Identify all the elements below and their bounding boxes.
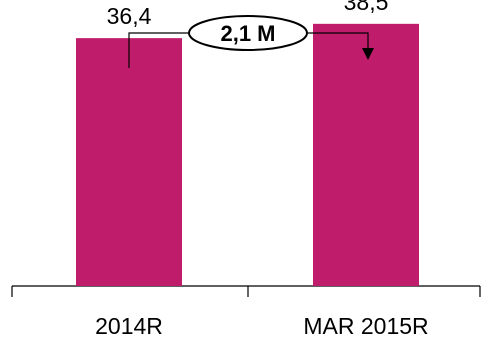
x-tick-label-2: MAR 2015R xyxy=(303,313,428,339)
annotation-left-connector xyxy=(128,32,189,68)
annotation-right-connector xyxy=(307,32,369,50)
data-label-2: 38,5 xyxy=(344,0,389,15)
annotation-label: 2,1 M xyxy=(220,21,275,46)
x-tick-label-1: 2014R xyxy=(95,313,163,339)
annotation-pill xyxy=(188,15,308,51)
data-label-1: 36,4 xyxy=(107,3,152,29)
annotation-arrowhead xyxy=(362,48,374,60)
bar-1 xyxy=(76,38,182,287)
bar-2 xyxy=(313,23,419,286)
